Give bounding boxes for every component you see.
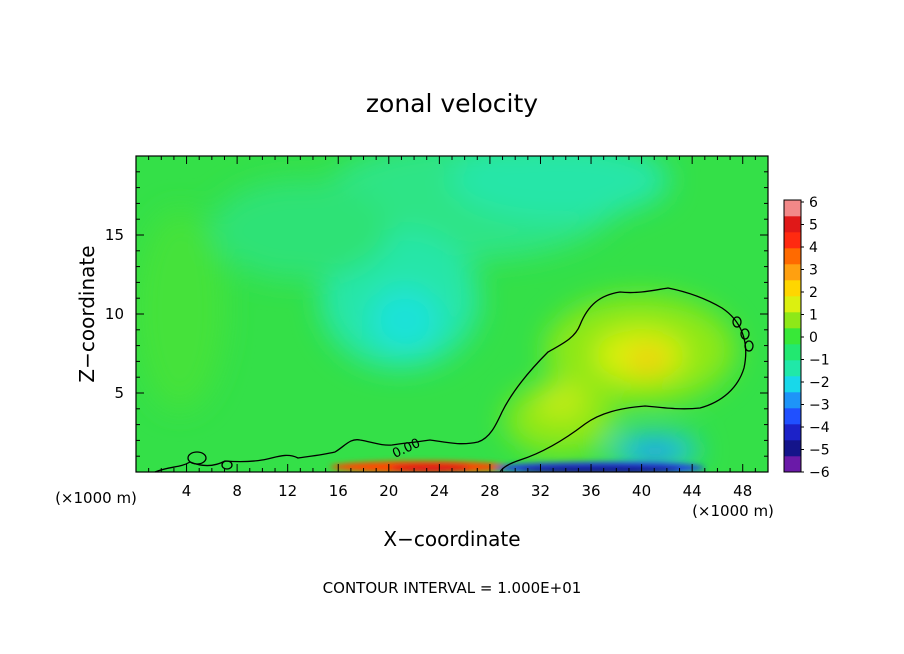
colorbar-swatch: [784, 360, 801, 377]
heatmap-blobs: [136, 156, 735, 466]
contour-interval-text: CONTOUR INTERVAL = 1.000E+01: [323, 579, 582, 597]
x-tick-label: 40: [632, 482, 651, 500]
x-tick-label: 36: [581, 482, 600, 500]
colorbar-frame: [783, 199, 802, 473]
colorbar-swatch: [784, 232, 801, 249]
chart-title: zonal velocity: [366, 89, 538, 118]
colorbar-swatch: [784, 376, 801, 393]
colorbar-labels: 6 5 4 3 2 1 0 −1 −2 −3 −4 −5 −6: [809, 195, 830, 481]
colorbar-swatch: [784, 344, 801, 361]
colorbar-label: 3: [809, 263, 818, 279]
colorbar-swatch: [784, 456, 801, 473]
y-tick-label: 15: [105, 226, 124, 244]
x-tick-label: 20: [379, 482, 398, 500]
zero-contour: [154, 287, 754, 473]
x-tick-labels: 4 8 12 16 20 24 28 32 36 40 44 48: [182, 482, 752, 500]
heatmap-field: [136, 156, 768, 472]
colorbar-label: 4: [809, 240, 818, 256]
x-tick-label: 16: [329, 482, 348, 500]
colorbar-swatch: [784, 440, 801, 457]
x-tick-label: 12: [278, 482, 297, 500]
x-units-label-right: (×1000 m): [692, 502, 774, 520]
x-units-label: (×1000 m): [55, 489, 137, 507]
colorbar-swatch: [784, 296, 801, 313]
colorbar-label: −1: [809, 353, 830, 369]
y-tick-label: 5: [114, 384, 124, 402]
x-axis-label: X−coordinate: [383, 527, 520, 551]
colorbar: [783, 199, 804, 473]
colorbar-label: 1: [809, 308, 818, 324]
colorbar-label: 5: [809, 218, 818, 234]
colorbar-label: −2: [809, 375, 830, 391]
x-tick-label: 44: [683, 482, 702, 500]
colorbar-swatch: [784, 248, 801, 265]
colorbar-label: 6: [809, 195, 818, 211]
colorbar-label: −3: [809, 398, 830, 414]
colorbar-swatch: [784, 312, 801, 329]
y-axis-label: Z−coordinate: [75, 245, 99, 382]
colorbar-label: 0: [809, 330, 818, 346]
colorbar-label: −6: [809, 465, 830, 481]
x-tick-label: 24: [430, 482, 449, 500]
colorbar-swatch: [784, 408, 801, 425]
colorbar-swatch: [784, 200, 801, 217]
y-tick-label: 10: [105, 305, 124, 323]
x-tick-label: 28: [480, 482, 499, 500]
colorbar-swatch: [784, 216, 801, 233]
y-tick-labels: 5 10 15: [105, 226, 124, 402]
axis-ticks: [136, 156, 768, 472]
colorbar-swatch: [784, 280, 801, 297]
x-tick-label: 8: [232, 482, 242, 500]
colorbar-label: 2: [809, 285, 818, 301]
colorbar-swatch: [784, 264, 801, 281]
colorbar-swatch: [784, 424, 801, 441]
x-tick-label: 4: [182, 482, 192, 500]
x-tick-label: 32: [531, 482, 550, 500]
x-tick-label: 48: [733, 482, 752, 500]
colorbar-label: −4: [809, 420, 830, 436]
colorbar-swatch: [784, 392, 801, 409]
colorbar-swatch: [784, 328, 801, 345]
colorbar-label: −5: [809, 443, 830, 459]
